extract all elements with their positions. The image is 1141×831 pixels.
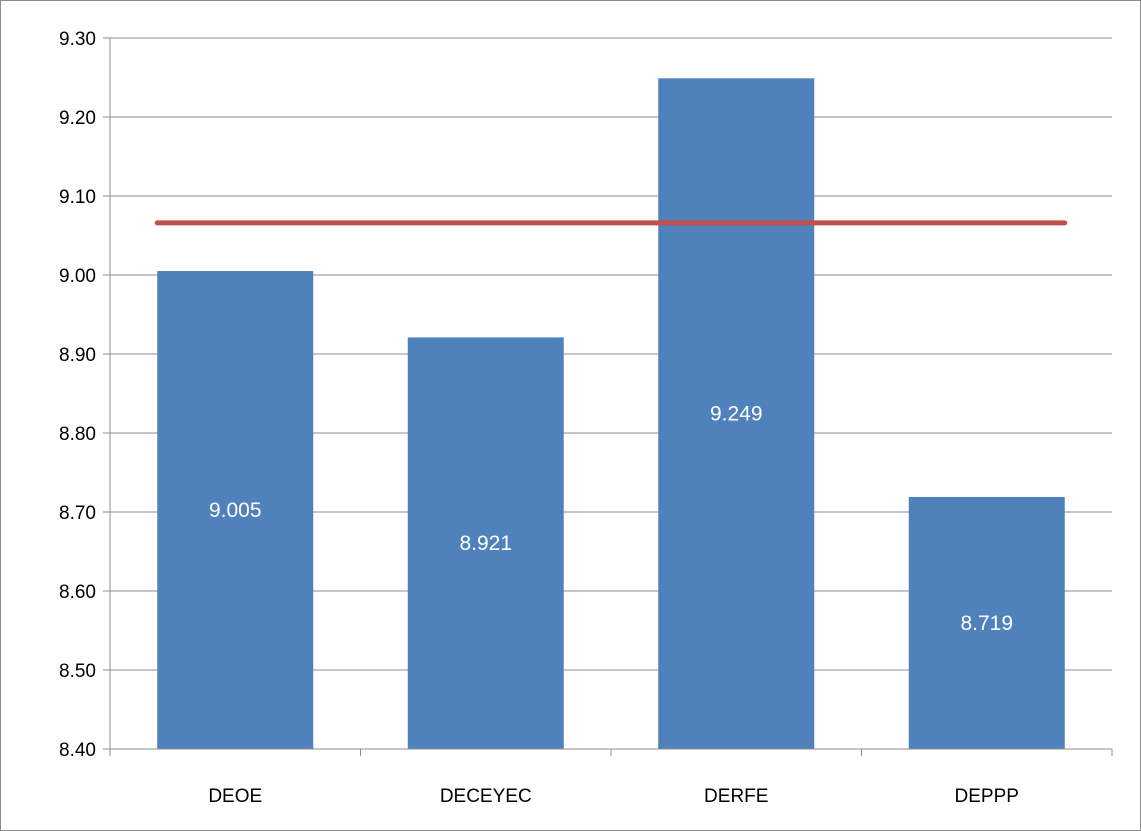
data-label: 9.249 bbox=[710, 403, 763, 426]
y-tick-label: 9.20 bbox=[59, 108, 96, 129]
data-label: 8.921 bbox=[459, 532, 512, 555]
y-tick-label: 8.70 bbox=[59, 503, 96, 524]
bar bbox=[407, 337, 564, 749]
x-tick-label: DERFE bbox=[704, 786, 768, 807]
data-label: 8.719 bbox=[960, 612, 1013, 635]
y-tick-label: 9.10 bbox=[59, 187, 96, 208]
x-tick-label: DECEYEC bbox=[440, 786, 532, 807]
y-tick-label: 8.80 bbox=[59, 424, 96, 445]
x-tick-label: DEPPP bbox=[955, 786, 1019, 807]
data-label: 9.005 bbox=[209, 499, 262, 522]
bar bbox=[908, 496, 1065, 749]
y-tick-label: 9.30 bbox=[59, 29, 96, 50]
bar bbox=[157, 271, 314, 749]
y-tick-label: 8.60 bbox=[59, 582, 96, 603]
y-tick-label: 8.90 bbox=[59, 345, 96, 366]
y-tick-label: 9.00 bbox=[59, 266, 96, 287]
y-tick-label: 8.40 bbox=[59, 740, 96, 761]
bar bbox=[658, 78, 815, 750]
y-tick-label: 8.50 bbox=[59, 661, 96, 682]
x-tick-label: DEOE bbox=[208, 786, 262, 807]
